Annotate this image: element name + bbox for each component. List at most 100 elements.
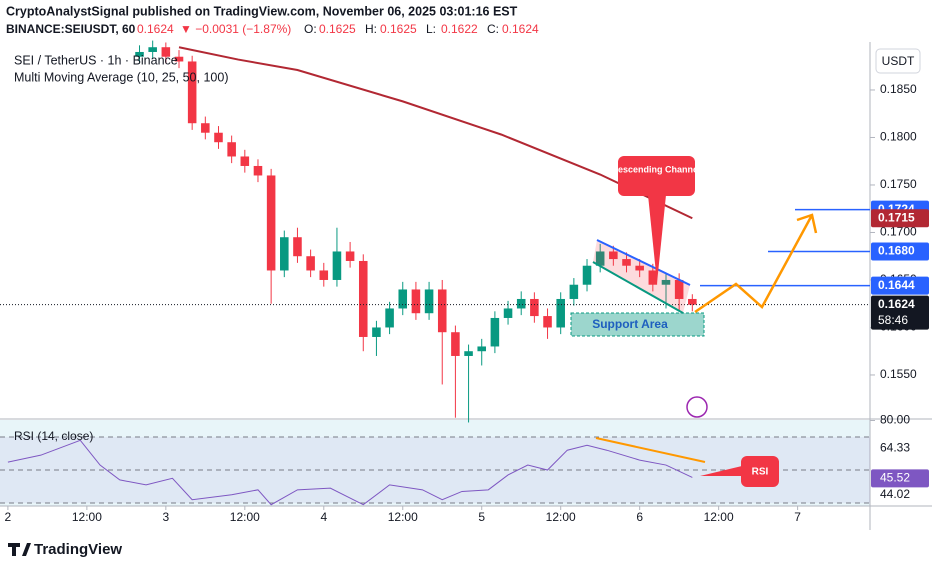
candle-body [595,251,605,266]
support-label: Support Area [592,317,668,331]
level-label-bg [871,276,929,295]
x-tick-label: 12:00 [230,510,260,524]
publish-line: CryptoAnalystSignal published on Trading… [6,4,518,18]
candle-body [516,298,526,309]
footer-brand: TradingView [34,541,122,558]
candle-body [674,279,684,299]
candle-body [437,289,447,333]
y-tick-label: 0.1800 [880,130,917,144]
rsi-legend: RSI (14, close) [14,429,93,443]
candle-body [174,56,184,62]
rsi-pane-bg [0,420,870,506]
candle-body [148,47,157,52]
x-tick-label: 12:00 [72,510,102,524]
x-tick-label: 7 [794,510,801,524]
last-price: 0.1624 [137,22,174,36]
candle-body [345,251,355,261]
candle-body [582,265,592,285]
ma-price-label-bg [871,209,929,228]
channel-bottom [592,261,684,314]
ohlc-key: L: [426,22,436,36]
candle-body [280,237,289,271]
candle-body [411,289,421,314]
candle-body [490,317,500,347]
ohlc-key: C: [487,22,499,36]
candle-body [569,284,579,299]
x-tick-label: 12:00 [704,510,734,524]
candle-body [214,132,223,143]
candle-body [319,270,329,280]
candle-body [332,251,342,280]
x-tick-label: 5 [478,510,485,524]
projection-arrowhead [796,213,818,234]
current-price-bg [871,295,929,330]
ohlc-value: 0.1625 [380,22,417,36]
callout-text: Descending Channel [611,164,700,174]
level-label: 0.1644 [878,278,915,292]
candle-body [227,142,236,157]
candle-body [253,165,263,176]
rsi-label: 45.52 [880,471,910,485]
callout-pointer [648,195,666,283]
candle-body [543,316,552,328]
drawings [570,156,818,487]
y-tick-label: 0.1850 [880,82,917,96]
x-tick-label: 6 [636,510,643,524]
rsi-label: 64.33 [880,441,910,455]
y-tick-label: 80.00 [880,413,910,427]
candle-body [240,156,250,166]
x-tick-label: 12:00 [546,510,576,524]
candle-body [135,51,144,57]
ma-legend: Multi Moving Average (10, 25, 50, 100) [14,70,228,84]
candle-body [187,61,197,124]
rsi-callout [741,456,779,487]
channel-top [596,239,691,286]
channel-fill [593,240,690,313]
candle-body [424,289,434,314]
candle-body [477,346,487,352]
candle-body [622,259,631,266]
candle-body [661,279,671,285]
candle-body [609,251,618,260]
rsi-divergence [595,437,706,463]
candle-body [358,260,368,337]
candle-body [556,298,565,328]
x-tick-label: 4 [320,510,327,524]
candle-body [688,298,697,305]
y-tick-label: 0.1750 [880,177,917,191]
ohlc-value: 0.1622 [441,22,478,36]
ma-price-label: 0.1715 [878,210,915,224]
candle-body [451,332,460,356]
currency-button[interactable] [875,48,921,74]
candle-body [306,256,315,271]
candle-body [464,351,473,356]
channel-callout [618,156,695,196]
candle-body [530,298,539,317]
x-tick-label: 3 [162,510,169,524]
candle-body [372,327,381,337]
footer-bg [0,530,932,569]
ohlc-value: 0.1624 [502,22,539,36]
price-change: ▼ −0.0031 (−1.87%) [180,22,291,36]
symbol: BINANCE:SEIUSDT, 60 [6,22,136,36]
ohlc-key: O: [304,22,317,36]
candle-body [648,270,658,285]
y-tick-label: 0.1700 [880,225,917,239]
level-label-bg [871,242,929,261]
x-tick-label: 12:00 [388,510,418,524]
y-tick-label: 0.1550 [880,367,917,381]
x-tick-label: 2 [5,510,12,524]
rsi-callout-pointer [700,466,742,476]
candle-body [503,308,513,318]
rsi-line [7,439,693,506]
projection-path [694,214,814,314]
candle-body [266,175,276,271]
moving-average [178,46,693,220]
event-icon[interactable] [686,396,708,418]
countdown: 58:46 [878,313,908,327]
logo-icon [8,543,31,556]
currency: USDT [882,54,915,68]
candle-body [385,308,394,328]
support-area [570,312,705,337]
